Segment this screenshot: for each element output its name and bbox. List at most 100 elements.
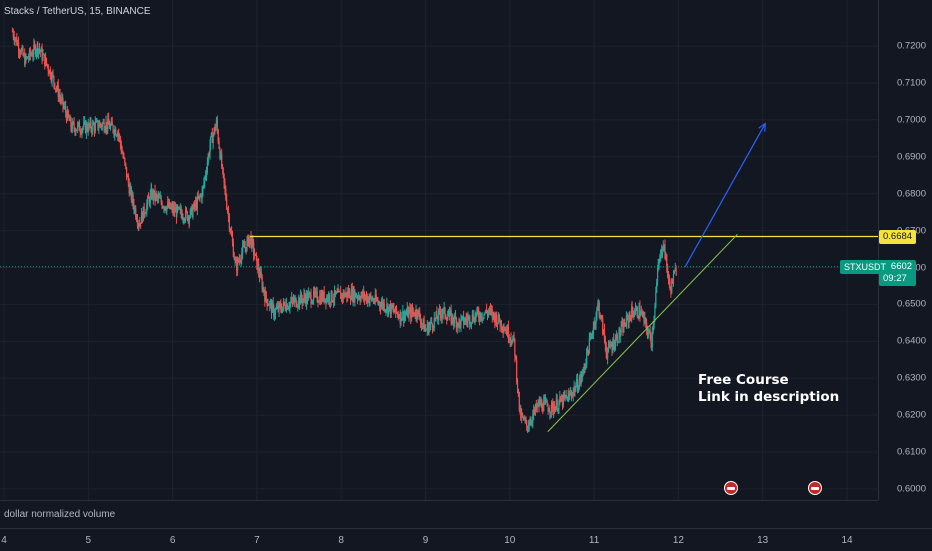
candle-body [630, 316, 632, 320]
price-chart[interactable] [0, 0, 878, 500]
candle-body [336, 292, 338, 293]
candle-body [258, 263, 260, 273]
candle-body [441, 313, 443, 315]
candle-body [631, 306, 633, 312]
candle-body [113, 131, 115, 135]
candle-body [96, 120, 98, 122]
candle-body [73, 123, 75, 129]
price-tick-label: 0.7000 [896, 114, 926, 126]
candle-body [647, 332, 649, 335]
candle-body [269, 302, 271, 306]
candle-body [489, 308, 492, 310]
candle-body [112, 125, 114, 132]
candle-body [661, 250, 663, 255]
candle-body [56, 85, 58, 89]
candle-body [351, 289, 353, 301]
candle-body [207, 154, 209, 163]
candle-body [360, 295, 362, 301]
candle-body [90, 120, 92, 129]
candle-body [386, 304, 388, 310]
candle-body [94, 122, 96, 131]
candle-body [59, 95, 61, 98]
candle-body [543, 401, 545, 412]
candle-body [108, 118, 110, 125]
candle-body [607, 350, 609, 359]
volume-indicator-label[interactable]: dollar normalized volume [4, 509, 116, 520]
ascending-trendline [547, 233, 738, 433]
candle-body [161, 202, 163, 208]
candle-body [156, 194, 158, 196]
candle-body [573, 386, 575, 392]
candle-body [671, 279, 673, 293]
candle-body [538, 400, 540, 407]
candle-body [364, 296, 367, 299]
candle-body [451, 314, 453, 323]
candle-body [620, 325, 622, 333]
candle-body [180, 208, 182, 214]
candle-body [83, 122, 85, 128]
candle-body [472, 314, 474, 321]
candle-body [562, 394, 564, 406]
candle-body [655, 292, 657, 307]
event-marker-icon[interactable] [808, 481, 822, 495]
candle-body [135, 217, 138, 221]
candle-body [162, 207, 164, 208]
candle-body [411, 308, 414, 313]
symbol-price-tag[interactable]: STXUSDT [840, 259, 891, 274]
candle-body [521, 414, 524, 417]
candle-body [514, 338, 516, 357]
candle-body [605, 344, 607, 354]
candle-body [305, 298, 307, 304]
candle-body [669, 281, 671, 290]
candle-body [58, 95, 60, 98]
candle-body [383, 303, 385, 311]
candle-body [31, 54, 33, 57]
symbol-title[interactable]: Stacks / TetherUS, 15, BINANCE [4, 6, 151, 17]
candle-body [254, 253, 257, 256]
candle-body [610, 346, 612, 347]
candle-body [431, 323, 434, 328]
candle-body [126, 176, 129, 178]
candle-body [344, 294, 346, 298]
candle-body [273, 306, 275, 317]
time-tick-label: 12 [672, 535, 684, 546]
candle-body [169, 202, 171, 209]
candle-body [99, 123, 102, 126]
candle-body [467, 317, 469, 322]
candle-body [229, 228, 231, 232]
volume-pane[interactable]: dollar normalized volume [0, 500, 878, 529]
candle-body [471, 314, 473, 323]
candle-body [20, 49, 22, 54]
candle-body [430, 320, 432, 325]
candle-body [482, 317, 484, 319]
annotation-line-1: Free Course [698, 372, 789, 388]
candle-body [328, 295, 331, 303]
candle-body [593, 321, 595, 328]
candle-body [542, 409, 544, 412]
candle-body [215, 125, 217, 132]
candle-body [572, 391, 574, 397]
candle-body [129, 187, 132, 190]
candle-body [574, 386, 576, 392]
candle-body [501, 327, 503, 329]
candle-body [650, 336, 652, 344]
candle-body [249, 235, 251, 239]
candle-body [134, 207, 136, 211]
candle-body [225, 188, 227, 200]
candle-body [656, 269, 659, 283]
candle-body [143, 206, 145, 215]
candle-body [316, 291, 318, 302]
candle-body [26, 56, 28, 59]
candle-body [463, 315, 465, 324]
candle-body [320, 293, 323, 304]
candle-body [105, 121, 107, 129]
candle-body [400, 311, 402, 321]
resistance-price-tag[interactable]: 0.6684 [879, 229, 917, 244]
candle-body [242, 245, 244, 254]
event-marker-icon[interactable] [724, 481, 738, 495]
time-axis[interactable]: 4 5 6 7 8 9 10 11 12 13 14 [0, 528, 932, 551]
candle-body [12, 31, 14, 37]
candle-body [639, 314, 642, 316]
price-axis[interactable]: 0.72000.71000.70000.69000.68000.67000.66… [878, 0, 932, 500]
candle-body [55, 88, 57, 90]
